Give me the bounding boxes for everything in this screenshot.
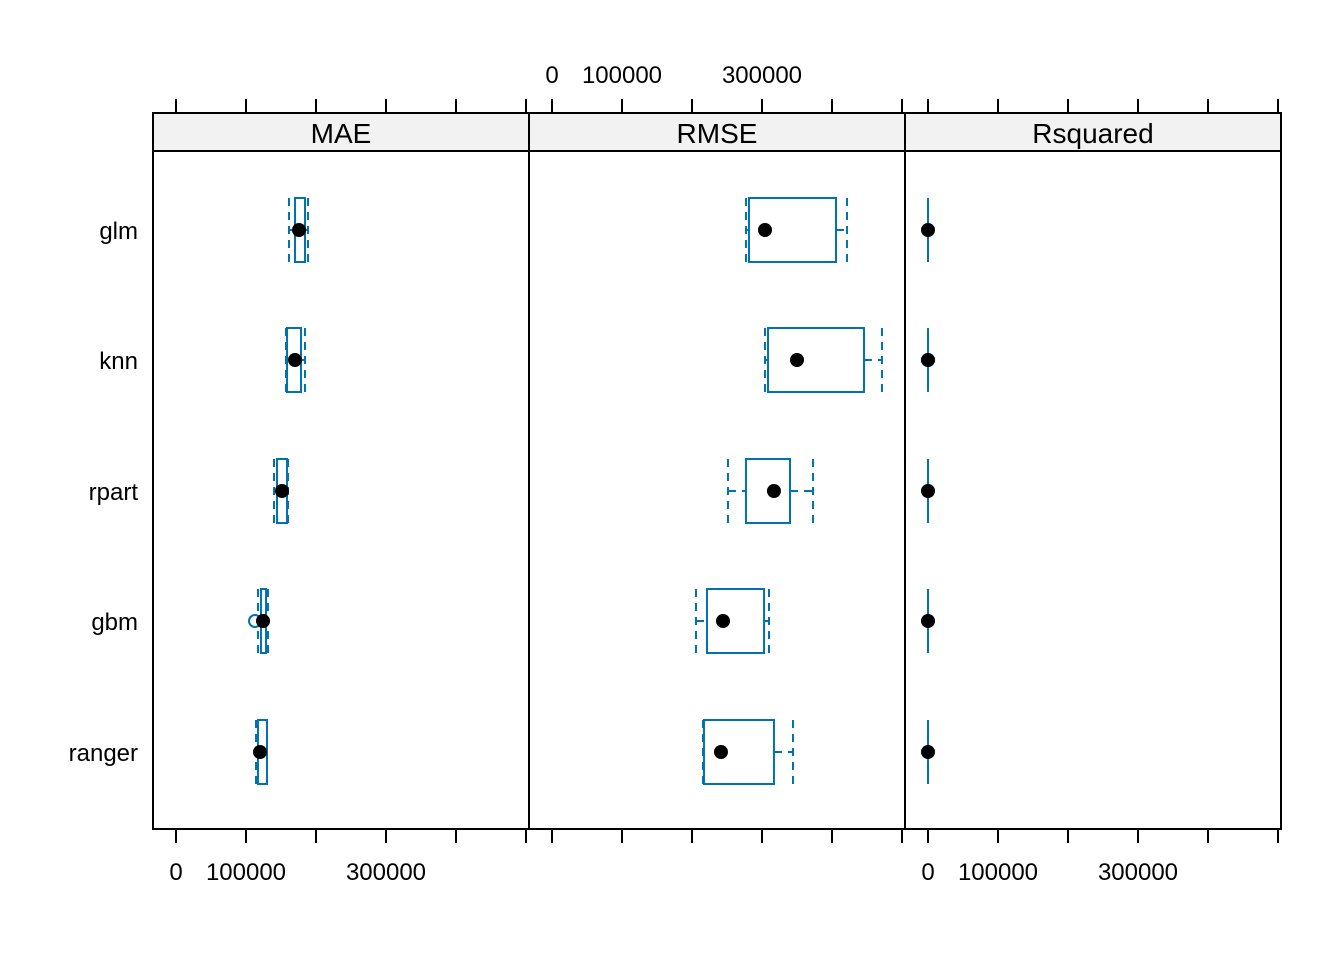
median-dot: [766, 484, 781, 498]
panel-border: [152, 112, 530, 830]
panel-rmse: RMSE 0 100000 300000: [528, 62, 906, 843]
median-dot: [920, 353, 935, 367]
tick-label: 300000: [1098, 859, 1178, 886]
median-dot: [287, 353, 302, 367]
median-dot: [920, 484, 935, 498]
box-rpart: [272, 458, 289, 524]
tick-label: 0: [545, 62, 558, 89]
panel-rsquared: Rsquared 0 100000 300000: [904, 99, 1282, 886]
median-dot: [256, 614, 271, 628]
box-gbm: [920, 589, 935, 653]
box: [767, 327, 865, 393]
box-gbm: [248, 588, 271, 654]
tick-label: 0: [921, 859, 934, 886]
median-dot: [716, 614, 731, 628]
box-ranger: [701, 719, 795, 785]
tick-label: 100000: [958, 859, 1038, 886]
model-label-rpart: rpart: [89, 479, 139, 506]
median-dot: [252, 745, 267, 759]
median-dot: [920, 223, 935, 237]
strip: [904, 112, 1282, 152]
tick-label: 0: [169, 859, 182, 886]
box-ranger: [252, 719, 268, 785]
median-dot: [920, 745, 935, 759]
median-dot: [291, 223, 306, 237]
median-dot: [758, 223, 773, 237]
box-knn: [284, 327, 307, 393]
box-glm: [920, 198, 935, 262]
tick-label: 300000: [722, 62, 802, 89]
median-dot: [789, 353, 804, 367]
strip-label: MAE: [311, 118, 372, 149]
box-knn: [764, 327, 883, 393]
panel-mae: MAE 0 100000 300000: [152, 99, 530, 886]
box-glm: [744, 197, 848, 263]
model-label-glm: glm: [99, 218, 138, 245]
box-glm: [287, 197, 310, 263]
box-ranger: [920, 720, 935, 784]
box-rpart: [920, 459, 935, 523]
box: [705, 588, 766, 654]
box-gbm: [694, 588, 770, 654]
tick-label: 100000: [582, 62, 662, 89]
model-label-knn: knn: [99, 348, 138, 375]
box-knn: [920, 328, 935, 392]
model-label-gbm: gbm: [91, 609, 138, 636]
tick-label: 300000: [346, 859, 426, 886]
median-dot: [713, 745, 728, 759]
model-label-ranger: ranger: [69, 740, 138, 767]
strip-label: Rsquared: [1032, 118, 1153, 149]
box-rpart: [726, 458, 815, 524]
strip-label: RMSE: [677, 118, 758, 149]
median-dot: [920, 614, 935, 628]
panel-border: [904, 112, 1282, 830]
tick-label: 100000: [206, 859, 286, 886]
median-dot: [274, 484, 289, 498]
